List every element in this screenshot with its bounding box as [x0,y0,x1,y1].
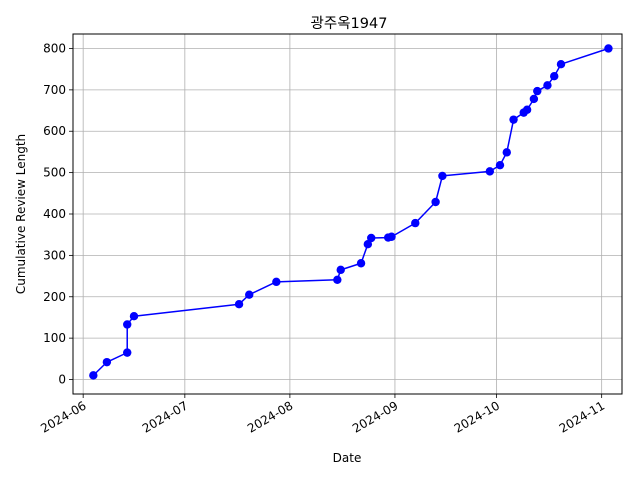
data-point [495,160,505,170]
data-point [234,300,244,309]
x-tick-label: 2024-09 [350,398,400,435]
data-point [129,312,139,321]
chart-title: 광주옥1947 [311,15,388,32]
x-axis-title: Date [333,451,362,465]
data-point [123,320,132,329]
x-tick-label: 2024-07 [140,398,190,435]
x-tick-label: 2024-10 [452,398,502,435]
y-tick-label: 500 [43,166,66,180]
y-tick-label: 800 [43,41,66,55]
data-point [438,171,447,181]
y-tick-label: 600 [43,124,66,138]
data-point [356,259,366,268]
data-point [485,167,495,176]
y-tick-label: 400 [43,207,66,221]
data-point [522,105,532,114]
data-point [550,72,559,81]
data-point [529,94,539,104]
y-axis-title: Cumulative Review Length [14,134,28,294]
data-point [272,277,281,287]
data-point [431,197,440,207]
x-tick-label: 2024-08 [245,398,295,435]
data-point [123,348,132,357]
y-tick-label: 700 [43,83,66,97]
data-point [556,60,566,69]
data-point [387,232,396,241]
y-axis-ticks: 0 100 200 300 400 500 600 700 800 [43,41,73,387]
x-tick-label: 2024-06 [38,398,88,435]
data-point [89,371,98,380]
data-point [502,148,511,157]
y-tick-label: 0 [58,373,66,387]
data-point [336,265,345,275]
data-point [333,275,342,284]
data-point [363,240,373,249]
data-point [411,218,420,228]
y-tick-label: 300 [43,248,66,262]
data-point [604,44,613,53]
y-tick-label: 200 [43,290,66,304]
x-axis-ticks: 2024-06 2024-07 2024-08 2024-09 2024-10 2024-… [38,394,607,436]
data-point [367,233,376,243]
x-tick-label: 2024-11 [557,398,607,435]
series-line-group [89,44,613,380]
grid [73,34,622,394]
data-point [102,357,112,367]
data-point [509,115,518,124]
data-point [533,86,542,96]
data-point [543,81,552,90]
y-tick-label: 100 [43,331,66,345]
data-point [245,290,254,299]
